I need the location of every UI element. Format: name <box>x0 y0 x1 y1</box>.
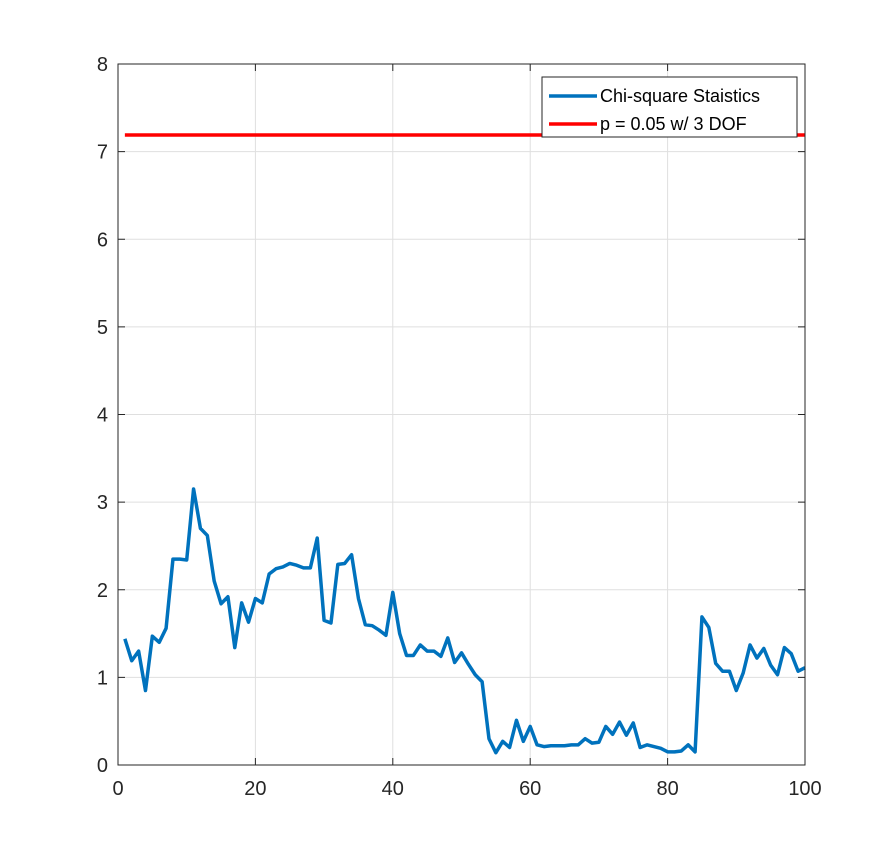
y-tick-label: 4 <box>97 405 108 427</box>
y-tick-label: 8 <box>97 54 108 76</box>
x-tick-label: 20 <box>244 778 266 800</box>
y-tick-label: 5 <box>97 317 108 339</box>
x-tick-label: 0 <box>112 778 123 800</box>
y-tick-label: 7 <box>97 142 108 164</box>
y-tick-label: 0 <box>97 755 108 777</box>
x-tick-label: 40 <box>382 778 404 800</box>
y-tick-label: 1 <box>97 667 108 689</box>
y-tick-label: 6 <box>97 229 108 251</box>
grid <box>117 63 806 766</box>
x-tick-label: 100 <box>788 778 821 800</box>
x-tick-label: 80 <box>656 778 678 800</box>
series-line-chi-square <box>123 487 806 755</box>
x-tick-label: 60 <box>519 778 541 800</box>
y-tick-label: 2 <box>97 580 108 602</box>
axis-ticks: 0 20 40 60 80 100 0 1 2 3 4 5 6 7 8 <box>97 54 822 800</box>
y-tick-label: 3 <box>97 492 108 514</box>
legend-label-threshold: p = 0.05 w/ 3 DOF <box>600 114 747 134</box>
series-layer <box>123 133 806 755</box>
legend: Chi-square Staistics p = 0.05 w/ 3 DOF <box>541 76 798 138</box>
legend-box <box>541 76 798 138</box>
legend-label-chi-square: Chi-square Staistics <box>600 86 760 106</box>
